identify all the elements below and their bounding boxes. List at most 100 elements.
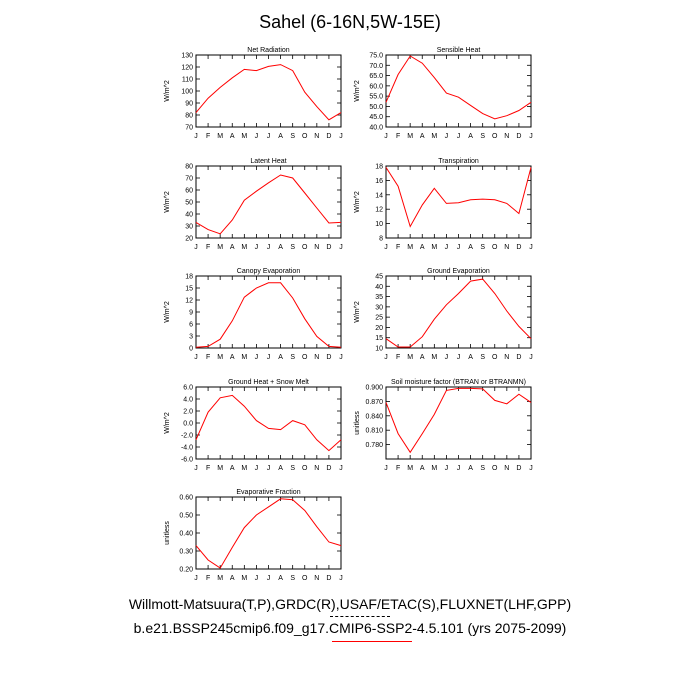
x-tick-label: A — [420, 465, 425, 472]
x-tick-label: A — [278, 133, 283, 140]
plot-frame — [385, 275, 532, 349]
series-line — [195, 394, 342, 452]
x-tick-label: D — [326, 575, 331, 582]
panel-8: Soil moisture factor (BTRAN or BTRANMN) 0… — [354, 379, 533, 472]
y-axis-label: W/m^2 — [164, 80, 171, 102]
x-tick-label: S — [290, 465, 295, 472]
x-tick-label: M — [217, 244, 223, 251]
x-tick-label: J — [255, 244, 259, 251]
y-tick-label: 40 — [375, 284, 383, 291]
series-line — [385, 167, 532, 228]
y-axis-label: unitless — [354, 411, 361, 435]
x-tick-label: J — [529, 465, 533, 472]
y-axis-label: W/m^2 — [354, 191, 361, 213]
x-tick-label: D — [516, 244, 521, 251]
legend-line-model — [332, 641, 412, 642]
x-tick-label: J — [339, 354, 343, 361]
y-tick-label: 3 — [189, 334, 193, 341]
panel-7: Ground Heat + Snow Melt -6.0 -4.0 -2.0 0.0 2.… — [164, 379, 343, 472]
caption-observations: Willmott-Matsuura(T,P),GRDC(R),USAF/ETAC… — [128, 596, 572, 612]
caption-model-run: b.e21.BSSP245cmip6.f09_g17.CMIP6-SSP2-4.… — [133, 620, 567, 636]
y-tick-label: 45.0 — [369, 114, 383, 121]
x-tick-label: M — [241, 354, 247, 361]
y-tick-label: 8 — [379, 236, 383, 243]
x-tick-label: J — [194, 244, 198, 251]
x-tick-label: M — [431, 465, 437, 472]
x-tick-label: J — [529, 244, 533, 251]
x-tick-label: F — [206, 465, 210, 472]
x-tick-label: J — [194, 575, 198, 582]
x-tick-label: F — [396, 244, 400, 251]
y-tick-label: 0.30 — [179, 549, 193, 556]
x-tick-label: O — [492, 133, 498, 140]
x-tick-label: S — [290, 244, 295, 251]
y-tick-label: 0.840 — [365, 413, 383, 420]
x-tick-label: A — [420, 133, 425, 140]
x-tick-label: N — [504, 133, 509, 140]
x-tick-label: J — [194, 465, 198, 472]
plot-frame — [195, 165, 342, 239]
x-tick-label: S — [480, 465, 485, 472]
x-tick-label: J — [445, 465, 449, 472]
panel-2: Sensible Heat 40.0 45.0 50.0 55.0 60.0 65.0 70.… — [354, 47, 533, 140]
x-tick-label: M — [407, 244, 413, 251]
series-line — [195, 174, 342, 235]
y-tick-label: 70.0 — [369, 63, 383, 70]
y-tick-label: 40.0 — [369, 125, 383, 132]
x-tick-label: M — [241, 244, 247, 251]
x-tick-label: A — [278, 244, 283, 251]
y-tick-label: 0.780 — [365, 442, 383, 449]
x-tick-label: O — [302, 354, 308, 361]
x-tick-label: S — [480, 133, 485, 140]
x-tick-label: N — [504, 354, 509, 361]
x-tick-label: A — [420, 354, 425, 361]
x-tick-label: F — [396, 465, 400, 472]
y-tick-label: 12 — [185, 298, 193, 305]
y-tick-label: 80 — [185, 164, 193, 171]
y-tick-label: 0.810 — [365, 428, 383, 435]
x-tick-label: S — [480, 354, 485, 361]
x-tick-label: J — [267, 133, 271, 140]
x-tick-label: J — [445, 354, 449, 361]
x-tick-label: J — [255, 133, 259, 140]
x-tick-label: F — [206, 244, 210, 251]
y-tick-label: 0.60 — [179, 495, 193, 502]
y-tick-label: 15 — [185, 286, 193, 293]
x-tick-label: J — [457, 354, 461, 361]
x-tick-label: O — [492, 244, 498, 251]
x-tick-label: M — [407, 465, 413, 472]
x-tick-label: O — [492, 465, 498, 472]
y-tick-label: -2.0 — [181, 433, 193, 440]
y-tick-label: 4.0 — [183, 397, 193, 404]
y-tick-label: 80 — [185, 113, 193, 120]
x-tick-label: J — [384, 244, 388, 251]
y-tick-label: 16 — [375, 178, 383, 185]
plot-frame — [385, 54, 532, 128]
x-tick-label: D — [326, 354, 331, 361]
x-tick-label: M — [217, 575, 223, 582]
series-line — [385, 387, 532, 454]
x-tick-label: D — [326, 244, 331, 251]
y-tick-label: 60 — [185, 188, 193, 195]
x-tick-label: M — [241, 133, 247, 140]
x-tick-label: J — [339, 575, 343, 582]
y-tick-label: 30 — [185, 224, 193, 231]
y-axis-label: W/m^2 — [354, 80, 361, 102]
x-tick-label: J — [457, 465, 461, 472]
x-tick-label: J — [529, 354, 533, 361]
panel-title: Latent Heat — [250, 158, 286, 165]
x-tick-label: O — [492, 354, 498, 361]
y-axis-label: W/m^2 — [164, 301, 171, 323]
x-tick-label: J — [339, 465, 343, 472]
y-tick-label: 0.870 — [365, 399, 383, 406]
y-tick-label: -4.0 — [181, 445, 193, 452]
x-tick-label: J — [529, 133, 533, 140]
plot-frame — [195, 386, 342, 460]
x-tick-label: M — [241, 575, 247, 582]
legend-line-observations — [330, 616, 390, 617]
x-tick-label: O — [302, 575, 308, 582]
y-axis-label: unitless — [164, 521, 171, 545]
